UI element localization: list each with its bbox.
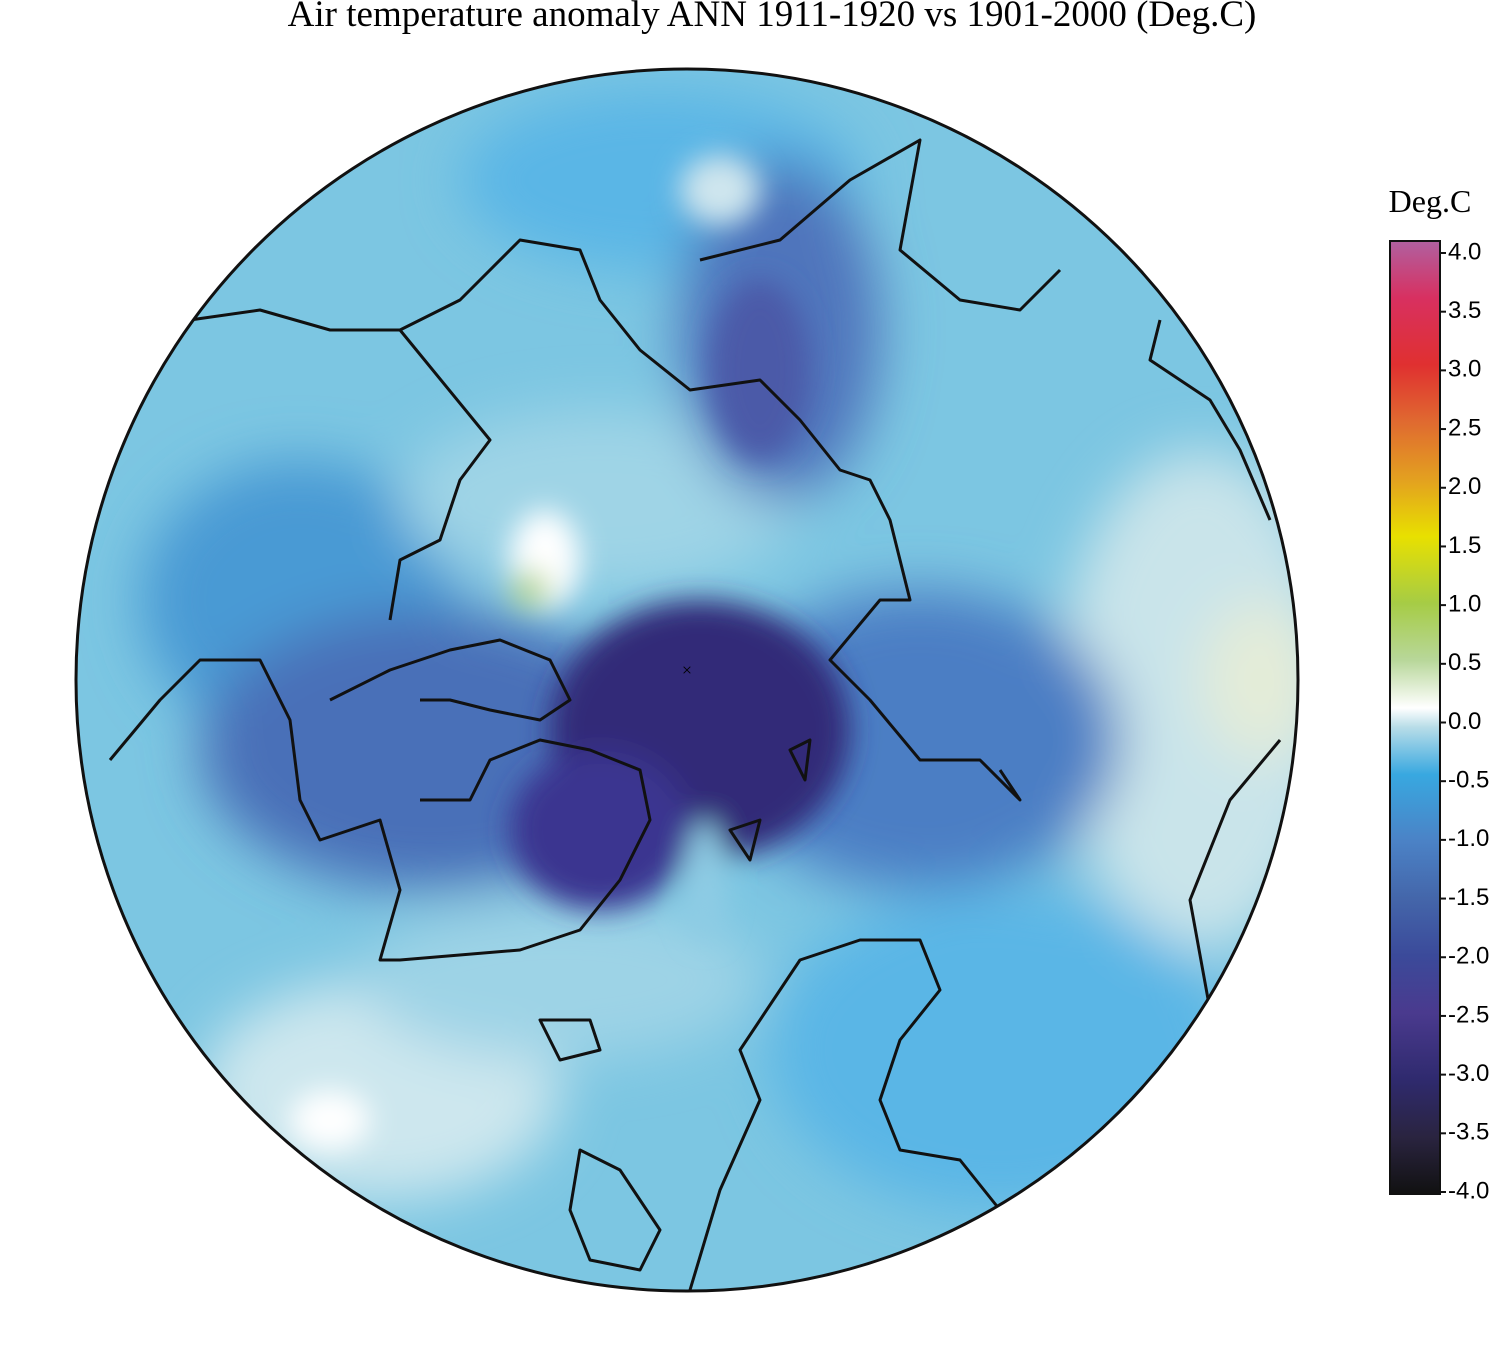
- colorbar-tick-label: -2.0: [1448, 943, 1489, 970]
- colorbar-tick-label: 2.0: [1448, 473, 1481, 500]
- colorbar-tick-label: 4.0: [1448, 238, 1481, 265]
- coastline: [1148, 319, 1272, 521]
- coastline: [728, 738, 812, 862]
- colorbar-tick-label: 3.0: [1448, 356, 1481, 383]
- colorbar-tick-label: 3.5: [1448, 297, 1481, 324]
- colorbar-label: Deg.C: [1389, 183, 1472, 219]
- colorbar-tick-label: -4.0: [1448, 1177, 1489, 1204]
- coastline: [538, 1018, 602, 1062]
- colorbar-tick-label: 1.5: [1448, 532, 1481, 559]
- colorbar-tick-label: -2.5: [1448, 1001, 1489, 1028]
- map-title: Air temperature anomaly ANN 1911-1920 vs…: [288, 0, 1257, 35]
- colorbar-tick-label: -0.5: [1448, 767, 1489, 794]
- map-boundary: [74, 67, 1300, 1293]
- coastline: [189, 238, 1022, 802]
- colorbar-tick-label: 0.0: [1448, 708, 1481, 735]
- colorbar-tick-label: 1.0: [1448, 590, 1481, 617]
- colorbar-tick-label: 0.5: [1448, 649, 1481, 676]
- colorbar-tick-label: -1.5: [1448, 884, 1489, 911]
- coastline: [329, 638, 572, 722]
- colorbar-tick-label: -1.0: [1448, 825, 1489, 852]
- anomaly-field: [76, 69, 1298, 1291]
- coastline: [699, 138, 1062, 312]
- colorbar-tick-label: 2.5: [1448, 414, 1481, 441]
- colorbar: [1389, 240, 1441, 1195]
- colorbar-ticks: 4.0 3.5 3.0 2.5 2.0 1.5 1.0 0.5 0.0 -0.5 -1.0 -1.5 -…: [1440, 238, 1489, 1204]
- coastline: [108, 658, 652, 962]
- coastline: [388, 329, 492, 621]
- colorbar-tick-label: -3.0: [1448, 1060, 1489, 1087]
- pole-marker: ×: [682, 660, 692, 680]
- colorbar-tick-label: -3.5: [1448, 1119, 1489, 1146]
- coastline: [568, 1148, 662, 1272]
